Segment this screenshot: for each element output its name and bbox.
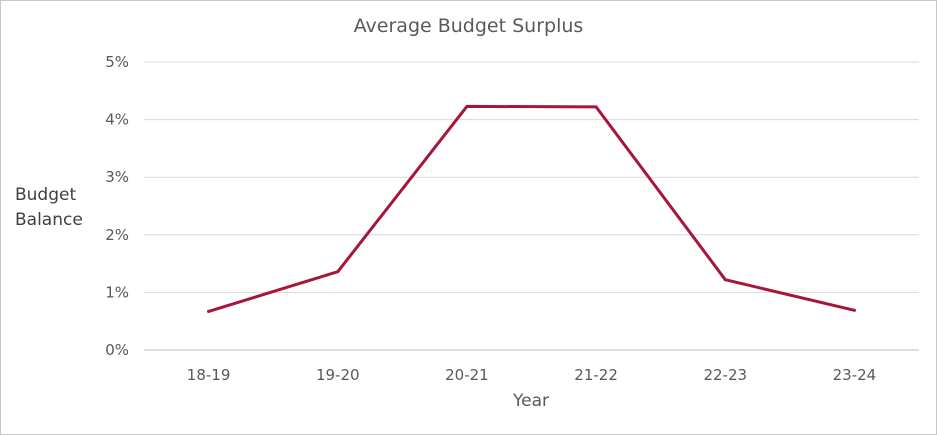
data-point	[207, 309, 211, 313]
chart-title: Average Budget Surplus	[353, 15, 584, 37]
data-point	[852, 308, 856, 312]
y-tick-label: 2%	[105, 226, 129, 244]
x-tick-label: 23-24	[833, 366, 877, 384]
y-tick-label: 3%	[105, 168, 129, 186]
x-tick-label: 19-20	[316, 366, 360, 384]
x-tick-label: 18-19	[187, 366, 231, 384]
data-point	[465, 104, 469, 108]
x-tick-labels: 18-19 19-20 20-21 21-22 22-23 23-24	[187, 366, 876, 384]
y-tick-label: 5%	[105, 53, 129, 71]
data-point	[594, 105, 598, 109]
y-tick-label: 0%	[105, 341, 129, 359]
series-line	[207, 104, 856, 313]
gridlines	[144, 61, 919, 351]
y-axis-label-line-2: Balance	[15, 210, 83, 230]
y-axis-label-line-1: Budget	[15, 185, 77, 205]
x-tick-label: 21-22	[574, 366, 618, 384]
x-axis-label: Year	[513, 391, 549, 411]
x-tick-label: 22-23	[703, 366, 747, 384]
data-point	[336, 270, 340, 274]
series-group	[207, 104, 856, 313]
y-tick-label: 4%	[105, 111, 129, 129]
y-tick-label: 1%	[105, 283, 129, 301]
y-tick-labels: 0% 1% 2% 3% 4% 5%	[105, 53, 129, 359]
data-point	[723, 278, 727, 282]
y-axis-label: Budget Balance	[15, 183, 115, 233]
x-tick-label: 20-21	[445, 366, 489, 384]
